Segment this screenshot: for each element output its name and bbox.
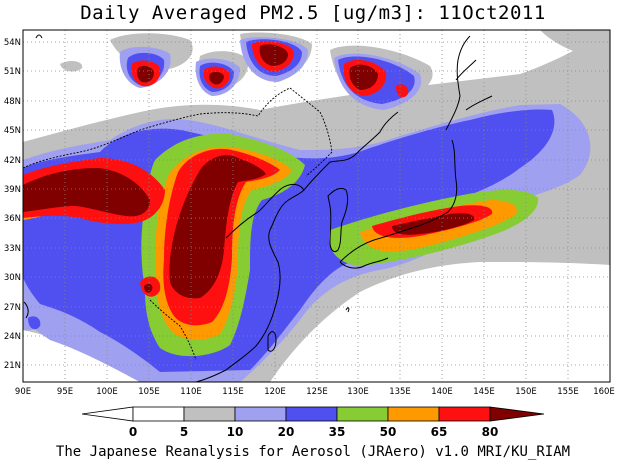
colorbar-swatch bbox=[387, 406, 440, 422]
colorbar-label: 35 bbox=[329, 425, 346, 439]
lat-label: 30N bbox=[4, 273, 21, 283]
lat-label: 27N bbox=[4, 303, 21, 313]
lon-label: 140E bbox=[431, 387, 453, 397]
level-above-80-area bbox=[23, 168, 150, 217]
coastlines bbox=[23, 34, 493, 382]
colorbar-swatch bbox=[183, 406, 236, 422]
lon-label: 125E bbox=[306, 387, 328, 397]
lat-label: 42N bbox=[4, 156, 21, 166]
colorbar-swatch bbox=[438, 406, 491, 422]
lat-label: 45N bbox=[4, 126, 21, 136]
map-title: Daily Averaged PM2.5 [ug/m3]: 11Oct2011 bbox=[80, 2, 546, 24]
latitude-labels: 54N 51N 48N 45N 42N 39N 36N 33N 30N 27N … bbox=[4, 38, 21, 371]
colorbar-label: 80 bbox=[482, 425, 499, 439]
graticule bbox=[23, 30, 610, 382]
borders bbox=[23, 87, 333, 361]
lon-label: 100E bbox=[96, 387, 118, 397]
colorbar-label: 20 bbox=[278, 425, 295, 439]
colorbar-swatch bbox=[234, 406, 287, 422]
lon-label: 90E bbox=[15, 387, 31, 397]
lon-label: 135E bbox=[389, 387, 411, 397]
map-frame bbox=[22, 29, 611, 383]
lat-label: 51N bbox=[4, 67, 21, 77]
lat-label: 21N bbox=[4, 361, 21, 371]
lat-label: 36N bbox=[4, 214, 21, 224]
colorbar-arrow-low bbox=[81, 406, 134, 422]
lon-label: 145E bbox=[473, 387, 495, 397]
lon-label: 130E bbox=[347, 387, 369, 397]
lon-label: 160E bbox=[593, 387, 615, 397]
lat-label: 54N bbox=[4, 38, 21, 48]
concentration-field bbox=[23, 30, 610, 382]
lon-label: 115E bbox=[222, 387, 244, 397]
footer-credit: The Japanese Reanalysis for Aerosol (JRA… bbox=[55, 444, 571, 460]
colorbar-swatch bbox=[285, 406, 338, 422]
colorbar-label: 0 bbox=[129, 425, 137, 439]
longitude-labels: 90E 95E 100E 105E 110E 115E 120E 125E 13… bbox=[15, 387, 615, 397]
colorbar-label: 65 bbox=[431, 425, 448, 439]
lon-label: 150E bbox=[515, 387, 537, 397]
colorbar-swatch bbox=[336, 406, 389, 422]
lat-label: 48N bbox=[4, 97, 21, 107]
lon-label: 110E bbox=[180, 387, 202, 397]
lon-label: 105E bbox=[138, 387, 160, 397]
lon-label: 155E bbox=[557, 387, 579, 397]
colorbar-label: 10 bbox=[227, 425, 244, 439]
colorbar-label: 50 bbox=[380, 425, 397, 439]
lat-label: 33N bbox=[4, 244, 21, 254]
lat-label: 24N bbox=[4, 332, 21, 342]
colorbar-label: 5 bbox=[180, 425, 188, 439]
colorbar: 0 5 10 20 35 50 65 80 bbox=[81, 406, 545, 439]
colorbar-arrow-high bbox=[489, 406, 545, 422]
lon-label: 95E bbox=[57, 387, 73, 397]
colorbar-swatch bbox=[132, 406, 185, 422]
lat-label: 39N bbox=[4, 185, 21, 195]
lon-label: 120E bbox=[264, 387, 286, 397]
